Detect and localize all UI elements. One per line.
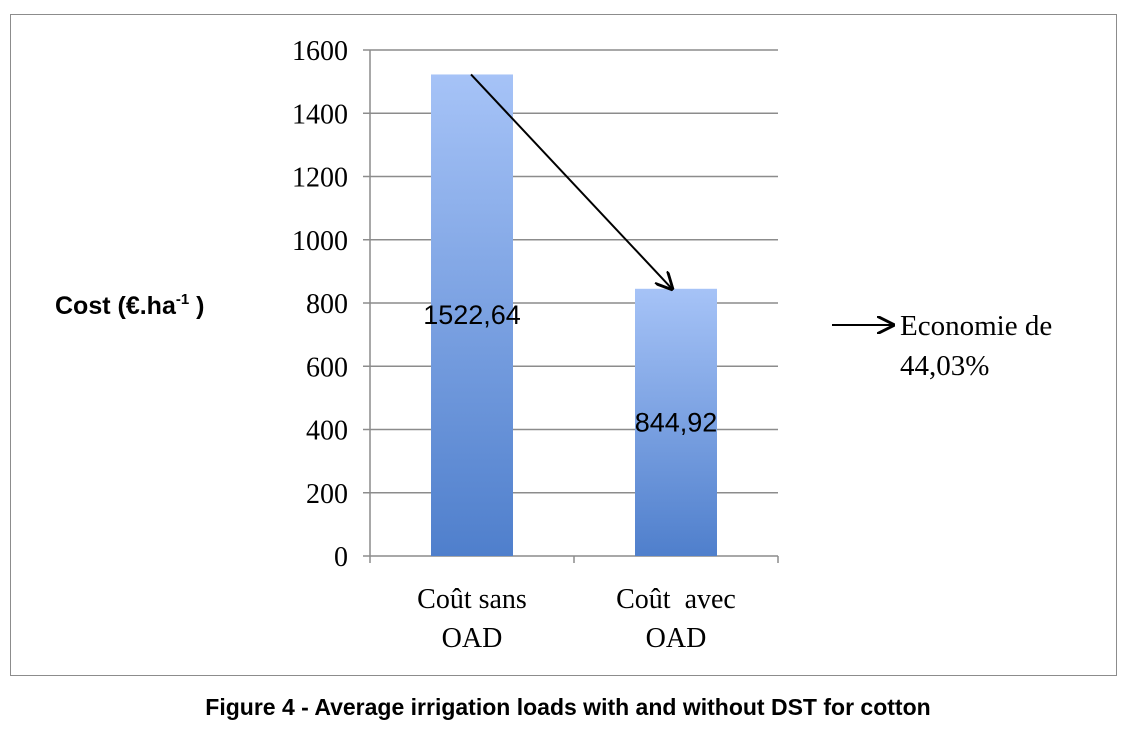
figure-caption: Figure 4 - Average irrigation loads with… (205, 694, 931, 720)
x-category-label: OAD (442, 623, 503, 654)
bar-data-label: 1522,64 (423, 300, 521, 330)
bar-data-label: 844,92 (635, 407, 718, 437)
annotation-line-2: 44,03% (900, 350, 989, 382)
bar (635, 288, 717, 556)
x-category-label: OAD (646, 623, 707, 654)
decrease-arrow-icon (470, 73, 672, 288)
annotation-line-1: Economie de (900, 310, 1052, 342)
y-tick-label: 400 (306, 416, 348, 447)
y-tick-label: 600 (306, 352, 348, 383)
x-category-label: Coût sans (417, 584, 527, 615)
x-category-label: Coût avec (616, 584, 736, 615)
y-axis-label: Cost (€.ha-1 ) (55, 291, 204, 320)
y-tick-label: 800 (306, 289, 348, 320)
y-tick-label: 200 (306, 479, 348, 510)
y-tick-label: 1600 (292, 36, 348, 67)
y-tick-label: 1200 (292, 163, 348, 194)
data-labels: 1522,64 844,92 (423, 300, 717, 437)
y-tick-label: 0 (334, 542, 348, 573)
decrease-arrow (470, 73, 672, 288)
bar (431, 74, 513, 557)
y-tick-label: 1400 (292, 99, 348, 130)
y-tick-label: 1000 (292, 226, 348, 257)
bar-chart: 0 200 400 600 800 1000 1200 1400 1600 1522,64 844… (55, 36, 1052, 654)
chart-frame (10, 14, 1117, 676)
legend-annotation: Economie de 44,03% (832, 310, 1052, 382)
category-labels: Coût sans OAD Coût avec OAD (417, 584, 736, 654)
y-tick-labels: 0 200 400 600 800 1000 1200 1400 1600 (292, 36, 348, 573)
bars (431, 74, 717, 557)
